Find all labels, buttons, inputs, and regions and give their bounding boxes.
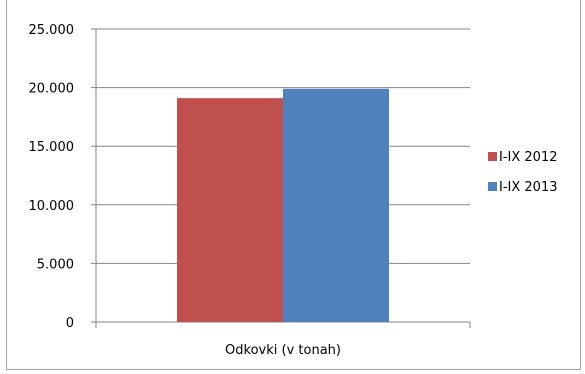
bar-2 bbox=[283, 88, 389, 322]
y-tick-label: 20.000 bbox=[29, 82, 75, 97]
y-tick-label: 10.000 bbox=[29, 199, 75, 214]
chart-frame bbox=[6, 0, 581, 370]
legend-label: I-IX 2012 bbox=[499, 150, 557, 165]
legend-label: I-IX 2013 bbox=[499, 180, 557, 195]
y-tick-label: 0 bbox=[66, 316, 74, 331]
category-label: Odkovki (v tonah) bbox=[225, 343, 341, 358]
y-tick-label: 15.000 bbox=[29, 140, 75, 155]
y-tick-label: 25.000 bbox=[29, 23, 75, 38]
y-tick-label: 5.000 bbox=[37, 257, 74, 272]
legend-swatch bbox=[488, 152, 497, 161]
bar-1 bbox=[177, 98, 283, 322]
legend-swatch bbox=[488, 182, 497, 191]
